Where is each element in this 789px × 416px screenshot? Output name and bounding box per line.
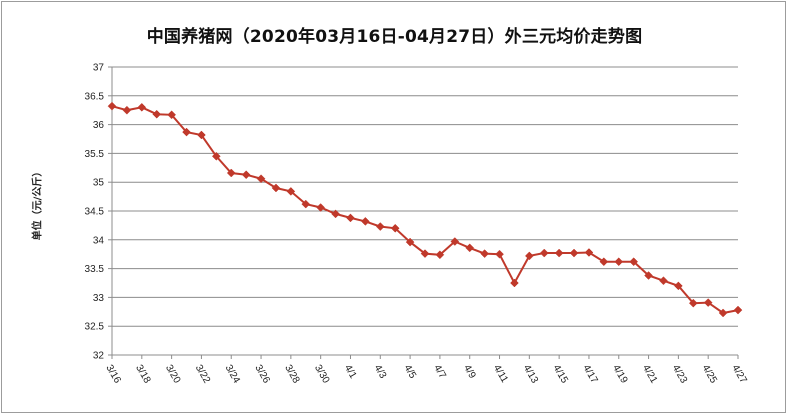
series-line [111, 105, 739, 315]
x-tick-label: 4/15 [551, 363, 570, 386]
data-point [390, 223, 400, 233]
data-point [465, 243, 475, 253]
data-point [659, 276, 668, 286]
x-tick-label: 3/20 [163, 363, 182, 386]
y-tick-label: 35 [93, 178, 105, 189]
data-point [346, 213, 355, 223]
data-point [137, 102, 147, 112]
data-point [614, 257, 624, 267]
y-tick-label: 36 [93, 120, 105, 131]
data-point [152, 109, 162, 119]
data-point [539, 248, 549, 258]
y-tick-label: 32 [93, 351, 105, 362]
data-point [405, 237, 415, 247]
data-point [510, 278, 519, 288]
data-point [435, 250, 445, 260]
data-point [450, 237, 460, 246]
x-tick-label: 4/3 [372, 363, 389, 381]
x-tick-label: 4/13 [521, 363, 540, 386]
data-point [122, 105, 132, 115]
data-point [361, 217, 370, 226]
data-point [629, 257, 639, 267]
data-point [331, 209, 340, 219]
data-point [375, 222, 385, 231]
x-tick-label: 3/28 [282, 363, 301, 386]
data-point [733, 305, 743, 315]
x-tick-label: 4/11 [491, 363, 510, 385]
x-tick-label: 4/1 [342, 363, 359, 381]
y-tick-label: 32.5 [85, 322, 105, 333]
data-point [554, 248, 564, 258]
data-point [524, 251, 534, 261]
data-point [674, 281, 683, 291]
x-tick-label: 4/23 [670, 363, 689, 386]
data-point [599, 257, 609, 267]
y-tick-label: 34 [93, 235, 105, 246]
x-tick-label: 4/21 [640, 363, 659, 386]
data-point [644, 271, 653, 280]
data-point [316, 203, 326, 212]
data-point [197, 130, 206, 140]
y-tick-labels: 32 32.5 33 33.5 34 34.5 35 35.5 36 36.5 37 [85, 63, 105, 362]
x-tick-label: 3/30 [312, 363, 331, 386]
x-tick-labels: 3/16 3/18 3/20 3/22 3/24 3/26 3/28 3/30 4/1 4/3 4/… [103, 363, 748, 386]
data-series [107, 101, 743, 318]
data-point [301, 199, 311, 209]
x-tick-label: 3/26 [252, 363, 271, 386]
x-tick-label: 4/5 [401, 363, 418, 381]
data-point [241, 170, 251, 180]
data-point [167, 110, 176, 120]
data-point [271, 183, 281, 193]
y-tick-label: 34.5 [85, 207, 105, 218]
y-tick-label: 33 [93, 293, 105, 304]
x-tick-label: 4/17 [580, 363, 599, 386]
axes [108, 66, 739, 359]
gridlines [112, 66, 738, 327]
data-point [182, 127, 191, 137]
x-tick-label: 3/22 [193, 363, 212, 386]
data-point [495, 249, 504, 259]
x-tick-label: 3/24 [223, 363, 242, 386]
data-point [420, 249, 430, 258]
x-tick-label: 4/27 [729, 363, 748, 386]
x-tick-label: 4/7 [431, 363, 448, 381]
data-point [226, 168, 236, 178]
data-point [107, 101, 117, 111]
data-point [211, 151, 221, 161]
x-tick-label: 4/19 [610, 363, 629, 386]
data-point [718, 308, 728, 318]
data-point [256, 174, 266, 184]
y-tick-label: 37 [93, 63, 105, 74]
x-tick-label: 4/25 [700, 363, 719, 386]
y-tick-label: 35.5 [85, 149, 105, 160]
x-tick-label: 3/16 [103, 363, 122, 386]
y-tick-label: 33.5 [85, 264, 105, 275]
data-point [688, 298, 698, 308]
data-point [703, 298, 713, 307]
x-tick-label: 3/18 [133, 363, 152, 386]
data-point [569, 248, 579, 258]
x-tick-label: 4/9 [461, 363, 478, 381]
y-tick-label: 36.5 [85, 91, 105, 102]
chart-title: 中国养猪网（2020年03月16日-04月27日）外三元均价走势图 [146, 27, 643, 47]
data-point [286, 187, 296, 196]
data-point [584, 248, 594, 257]
data-point [480, 249, 489, 258]
